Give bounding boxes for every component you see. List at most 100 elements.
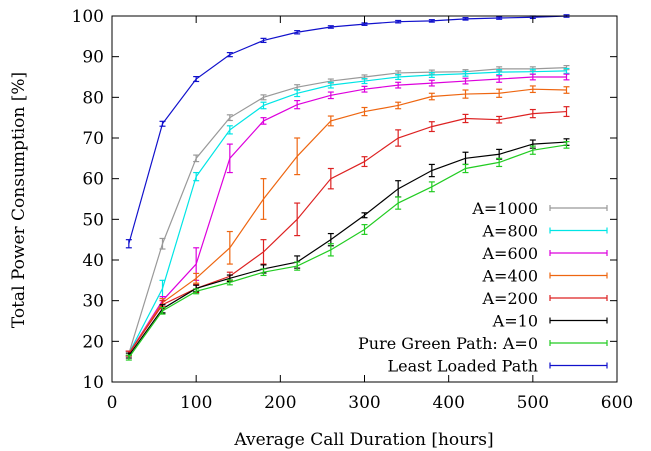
error-bar xyxy=(159,306,166,315)
legend-label: A=200 xyxy=(482,289,539,308)
error-bar xyxy=(563,86,570,94)
y-tick-label: 100 xyxy=(72,7,104,27)
error-bar xyxy=(428,181,435,193)
series-line xyxy=(128,70,567,354)
error-bar xyxy=(395,19,402,24)
x-tick-label: 300 xyxy=(348,393,380,413)
error-bar xyxy=(193,154,200,163)
error-bar xyxy=(496,75,503,83)
y-tick-label: 80 xyxy=(82,88,104,108)
error-bar xyxy=(294,137,301,176)
error-bar xyxy=(193,272,200,284)
error-bar xyxy=(361,224,368,235)
error-bar xyxy=(327,167,334,190)
error-bar xyxy=(462,17,469,21)
error-bar xyxy=(529,85,536,94)
error-bar xyxy=(294,89,301,98)
error-bar xyxy=(294,202,301,237)
error-bar xyxy=(462,163,469,174)
error-bar xyxy=(226,125,233,135)
legend-label: A=1000 xyxy=(471,199,538,218)
error-bar xyxy=(193,288,200,295)
error-bar xyxy=(428,163,435,178)
y-tick-label: 20 xyxy=(82,332,104,352)
error-bar xyxy=(327,91,334,100)
error-bar xyxy=(428,19,435,23)
error-bar xyxy=(226,279,233,286)
series-line xyxy=(128,67,567,354)
error-bar xyxy=(361,85,368,93)
plot-frame xyxy=(111,15,618,383)
legend-label: A=400 xyxy=(482,267,539,286)
error-bar xyxy=(125,239,132,249)
error-bar xyxy=(193,171,200,182)
legend-entry: Pure Green Path: A=0 xyxy=(358,334,608,353)
error-bar xyxy=(563,141,570,149)
error-bar xyxy=(226,114,233,122)
legend-label: Least Loaded Path xyxy=(387,357,538,376)
legend-entry: A=800 xyxy=(482,222,608,241)
series-line xyxy=(128,76,567,354)
error-bar xyxy=(260,117,267,125)
error-bar xyxy=(361,156,368,168)
error-bar xyxy=(226,51,233,58)
x-tick-label: 100 xyxy=(180,393,212,413)
legend-entry: A=1000 xyxy=(471,199,608,218)
error-bar xyxy=(260,101,267,110)
y-tick-label: 90 xyxy=(82,48,104,68)
y-tick-label: 30 xyxy=(82,292,104,312)
x-tick-label: 200 xyxy=(264,393,296,413)
legend-entry: A=10 xyxy=(492,312,608,331)
y-tick-label: 60 xyxy=(82,170,104,190)
legend-entry: Least Loaded Path xyxy=(387,357,608,376)
x-tick-label: 600 xyxy=(601,393,633,413)
x-tick-label: 400 xyxy=(432,393,464,413)
error-bar xyxy=(327,115,334,127)
error-bar xyxy=(529,73,536,81)
legend-label: A=600 xyxy=(482,244,539,263)
series-layer xyxy=(125,14,570,361)
error-bar xyxy=(159,237,166,250)
error-bar xyxy=(226,143,233,174)
error-bar xyxy=(327,243,334,257)
error-bar xyxy=(496,88,503,98)
error-bar xyxy=(260,239,267,265)
x-tick-label: 500 xyxy=(517,393,549,413)
legend-label: Pure Green Path: A=0 xyxy=(358,334,538,353)
error-bar xyxy=(327,81,334,89)
error-bar xyxy=(395,196,402,210)
error-bar xyxy=(159,120,166,127)
y-tick-label: 50 xyxy=(82,210,104,230)
error-bar xyxy=(462,89,469,99)
series-3 xyxy=(125,85,570,357)
error-bar xyxy=(496,157,503,168)
axes-layer: 0 100 200 300 400 500 600 10 20 30 40 50 60 70 80 90 100 xyxy=(72,7,634,413)
legend-entry: A=200 xyxy=(482,289,608,308)
error-bar xyxy=(428,92,435,101)
error-bar xyxy=(361,106,368,117)
error-bar xyxy=(428,121,435,133)
legend-label: A=800 xyxy=(482,222,539,241)
x-axis-label: Average Call Duration [hours] xyxy=(233,430,493,450)
error-bar xyxy=(361,78,368,85)
series-line xyxy=(128,141,567,356)
error-bar xyxy=(395,101,402,110)
error-bar xyxy=(563,73,570,81)
error-bar xyxy=(395,129,402,147)
series-6 xyxy=(125,141,570,361)
y-tick-label: 40 xyxy=(82,251,104,271)
error-bar xyxy=(428,79,435,87)
error-bar xyxy=(563,67,570,74)
error-bar xyxy=(462,77,469,85)
legend: A=1000 A=800 A=600 A=400 A=200 A=10 Pure Green… xyxy=(358,199,608,376)
error-bar xyxy=(496,69,503,76)
error-bar xyxy=(361,212,368,219)
error-bar xyxy=(226,230,233,265)
error-bar xyxy=(529,145,536,155)
y-axis-label: Total Power Consumption [%] xyxy=(9,72,29,328)
legend-entry: A=600 xyxy=(482,244,608,263)
error-bar xyxy=(462,70,469,77)
error-bar xyxy=(260,94,267,101)
error-bar xyxy=(260,37,267,44)
